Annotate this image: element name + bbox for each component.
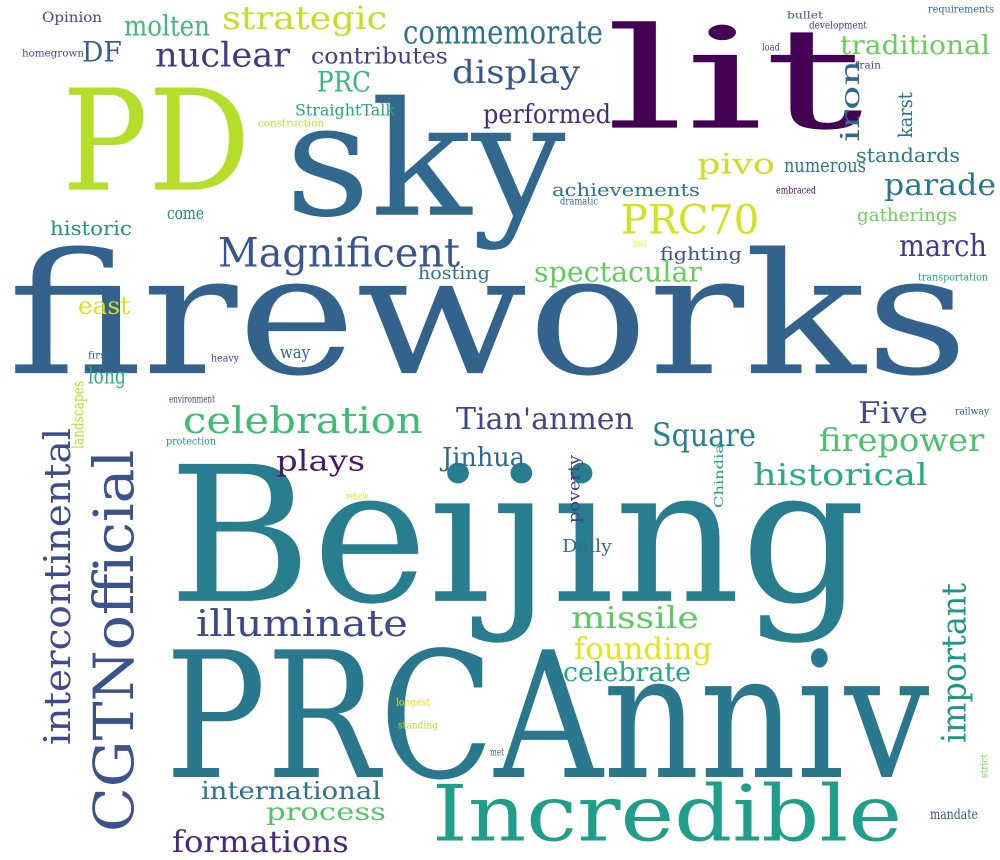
word-important: important [933,582,974,743]
word-bullet: bullet [787,9,823,21]
word-longest: longest [396,696,431,708]
word-tiananmen: Tian'anmen [456,401,634,437]
word-parade: parade [884,167,997,203]
word-environment: environment [169,393,216,405]
word-pivo: pivo [697,147,775,181]
word-intercontinental: intercontinental [36,427,79,745]
word-numerous: numerous [784,153,866,177]
word-hosting: hosting [418,262,490,284]
word-df: DF [82,35,122,69]
word-vehicle: vehicle [346,490,369,502]
word-magnificent: Magnificent [218,229,460,277]
word-celebrate: celebrate [563,656,692,688]
word-molten: molten [124,9,210,43]
word-process: process [266,797,386,826]
word-missile: missile [571,600,699,636]
word-beijing: Beijing [168,426,867,647]
word-homegrown: homegrown [22,47,84,59]
word-long: long [88,363,126,389]
word-contributes: contributes [311,43,448,69]
word-nuclear: nuclear [155,34,291,75]
word-prcanniv: PRCAnniv [165,614,930,819]
word-illuminate: illuminate [196,602,408,645]
word-display: display [452,53,581,91]
word-mandate: mandate [930,805,978,823]
word-met: met [490,746,505,758]
word-iron: iron [834,59,866,142]
word-sky: sky [285,67,566,253]
word-daily: Daily [562,535,613,557]
word-international: international [201,776,381,805]
word-five: Five [858,395,929,431]
word-spectacular: spectacular [534,255,703,289]
word-transportation: transportation [918,271,988,283]
word-landscapes: landscapes [68,380,88,449]
word-dramatic: dramatic [560,195,599,207]
word-founding: founding [574,631,713,667]
word-cgtnofficial: CGTNofficial [82,449,147,832]
word-pd: PD [62,59,251,224]
word-performed: performed [483,98,612,130]
word-prc: PRC [317,65,372,99]
word-load: load [762,41,780,53]
word-straighttalk: StraightTalk [295,100,395,120]
word-gatherings: gatherings [857,204,957,226]
word-development: development [809,19,867,31]
word-march: march [899,228,987,264]
word-square: Square [652,416,756,454]
word-traditional: traditional [840,29,990,61]
word-embraced: embraced [776,184,816,196]
word-jinhua: Jinhua [442,441,525,473]
word-historical: historical [753,457,928,493]
word-lit: lit [605,0,864,162]
word-fighting: fighting [660,243,742,265]
word-first: first [88,349,111,361]
word-past: past [633,237,648,249]
word-achievements: achievements [552,179,700,201]
word-strict: strict [978,753,990,778]
word-protection: protection [166,435,217,447]
word-karst: karst [893,92,917,138]
word-chindia: Chindia [711,444,726,508]
word-train: train [855,59,881,71]
word-prc70: PRC70 [621,196,760,244]
word-poverty: poverty [564,454,584,523]
word-commemorate: commemorate [403,13,603,52]
word-strategic: strategic [222,0,388,37]
word-historic: historic [50,216,132,240]
word-incredible: Incredible [432,767,903,860]
word-plays: plays [276,444,366,478]
word-way: way [280,341,310,363]
word-firepower: firepower [819,421,985,459]
word-formations: formations [172,824,349,860]
word-standards: standards [856,143,961,167]
word-opinion: Opinion [42,8,102,26]
word-come: come [167,202,205,224]
word-fireworks: fireworks [8,216,969,414]
word-east: east [78,291,131,320]
word-railway: railway [955,405,990,417]
word-construction: construction [258,117,325,129]
word-celebration: celebration [183,399,423,442]
word-standing: standing [398,719,438,731]
word-heavy: heavy [211,352,240,364]
word-requirements: requirements [928,3,995,15]
